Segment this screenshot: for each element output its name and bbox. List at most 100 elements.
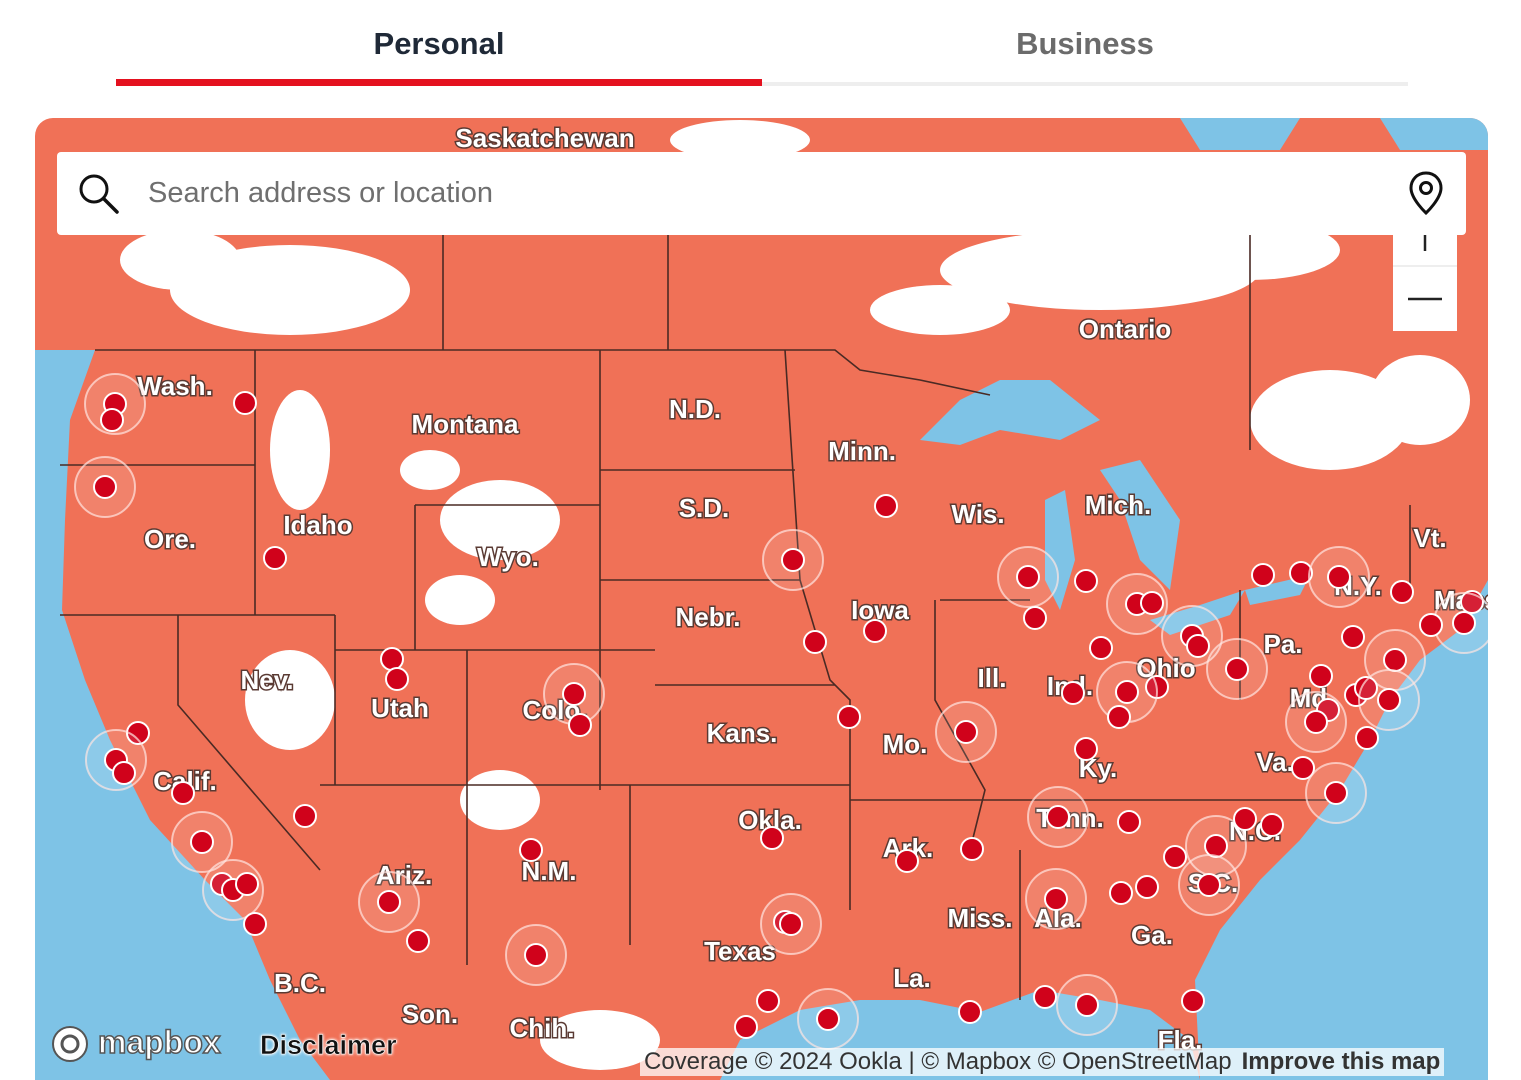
place-label: Vt.: [1413, 523, 1446, 553]
disclaimer-link[interactable]: Disclaimer: [260, 1030, 397, 1061]
store-marker[interactable]: [1181, 989, 1205, 1013]
store-marker[interactable]: [377, 890, 401, 914]
place-label: Pa.: [1263, 629, 1302, 659]
store-marker[interactable]: [837, 705, 861, 729]
store-marker[interactable]: [1016, 565, 1040, 589]
store-marker[interactable]: [1033, 985, 1057, 1009]
store-marker[interactable]: [760, 826, 784, 850]
store-marker[interactable]: [1117, 810, 1141, 834]
store-marker[interactable]: [524, 943, 548, 967]
place-label: Ontario: [1079, 314, 1171, 344]
store-marker[interactable]: [863, 619, 887, 643]
place-label: Ill.: [978, 663, 1007, 693]
search-bar[interactable]: Search address or location: [57, 152, 1466, 235]
store-marker[interactable]: [1109, 881, 1133, 905]
store-marker[interactable]: [1186, 634, 1210, 658]
store-marker[interactable]: [1289, 561, 1313, 585]
store-marker[interactable]: [406, 929, 430, 953]
store-marker[interactable]: [1327, 565, 1351, 589]
store-marker[interactable]: [1341, 625, 1365, 649]
store-marker[interactable]: [954, 720, 978, 744]
store-marker[interactable]: [895, 849, 919, 873]
store-marker[interactable]: [190, 830, 214, 854]
store-marker[interactable]: [171, 781, 195, 805]
place-label: Idaho: [283, 510, 352, 540]
store-marker[interactable]: [1309, 664, 1333, 688]
improve-link[interactable]: Improve this map: [1241, 1048, 1441, 1075]
store-marker[interactable]: [519, 838, 543, 862]
store-marker[interactable]: [1046, 805, 1070, 829]
store-marker[interactable]: [1044, 887, 1068, 911]
store-marker[interactable]: [734, 1015, 758, 1039]
place-label: N.D.: [669, 394, 721, 424]
store-marker[interactable]: [1251, 563, 1275, 587]
store-marker[interactable]: [385, 667, 409, 691]
store-marker[interactable]: [1061, 681, 1085, 705]
store-marker[interactable]: [1355, 726, 1379, 750]
store-marker[interactable]: [1383, 648, 1407, 672]
place-label: Mich.: [1085, 490, 1151, 520]
search-placeholder[interactable]: Search address or location: [148, 177, 493, 209]
store-marker[interactable]: [1291, 756, 1315, 780]
store-marker[interactable]: [1419, 613, 1443, 637]
store-marker[interactable]: [1115, 680, 1139, 704]
store-marker[interactable]: [1304, 710, 1328, 734]
place-label: Ala.: [1034, 903, 1082, 933]
place-label: Miss.: [947, 903, 1012, 933]
store-marker[interactable]: [1197, 873, 1221, 897]
place-labels: Saskatchewan Ontario Wash. Montana N.D. …: [136, 121, 1488, 1056]
tab-business[interactable]: Business: [1016, 26, 1154, 61]
place-label: Chih.: [510, 1013, 575, 1043]
store-marker[interactable]: [263, 546, 287, 570]
store-marker[interactable]: [1260, 813, 1284, 837]
store-marker[interactable]: [293, 804, 317, 828]
store-marker[interactable]: [781, 548, 805, 572]
place-label: Ore.: [144, 524, 196, 554]
store-marker[interactable]: [100, 408, 124, 432]
store-marker[interactable]: [756, 989, 780, 1013]
store-marker[interactable]: [1324, 781, 1348, 805]
store-marker[interactable]: [1089, 636, 1113, 660]
locate-icon[interactable]: [1408, 170, 1444, 216]
store-marker[interactable]: [779, 912, 803, 936]
store-marker[interactable]: [562, 682, 586, 706]
place-label: La.: [893, 963, 931, 993]
map[interactable]: Saskatchewan Ontario Wash. Montana N.D. …: [35, 118, 1488, 1080]
store-marker[interactable]: [958, 1000, 982, 1024]
store-marker[interactable]: [568, 713, 592, 737]
search-icon[interactable]: [77, 172, 121, 216]
store-marker[interactable]: [874, 494, 898, 518]
store-marker[interactable]: [1135, 875, 1159, 899]
place-label: Wis.: [951, 499, 1004, 529]
zoom-buttons[interactable]: [1393, 235, 1457, 331]
store-marker[interactable]: [1074, 569, 1098, 593]
store-marker[interactable]: [1225, 657, 1249, 681]
place-label: S.D.: [679, 493, 730, 523]
store-marker[interactable]: [1204, 834, 1228, 858]
store-marker[interactable]: [1074, 737, 1098, 761]
store-marker[interactable]: [960, 837, 984, 861]
store-marker[interactable]: [1023, 606, 1047, 630]
store-marker[interactable]: [235, 872, 259, 896]
store-marker[interactable]: [1390, 580, 1414, 604]
place-label: Kans.: [707, 718, 778, 748]
store-marker[interactable]: [1107, 705, 1131, 729]
store-marker[interactable]: [1452, 611, 1476, 635]
tab-personal[interactable]: Personal: [373, 26, 505, 61]
place-label: Saskatchewan: [455, 123, 634, 153]
mapbox-logo[interactable]: mapbox: [97, 1023, 221, 1061]
store-marker[interactable]: [803, 630, 827, 654]
place-label: Va.: [1256, 747, 1294, 777]
store-markers: [74, 373, 1488, 1050]
store-marker[interactable]: [1163, 845, 1187, 869]
store-marker[interactable]: [233, 391, 257, 415]
store-marker[interactable]: [112, 761, 136, 785]
store-marker[interactable]: [1140, 591, 1164, 615]
store-marker[interactable]: [380, 647, 404, 671]
store-marker[interactable]: [243, 912, 267, 936]
store-marker[interactable]: [1075, 993, 1099, 1017]
store-marker[interactable]: [93, 475, 117, 499]
store-marker[interactable]: [816, 1007, 840, 1031]
store-marker[interactable]: [1377, 688, 1401, 712]
store-marker[interactable]: [1233, 807, 1257, 831]
